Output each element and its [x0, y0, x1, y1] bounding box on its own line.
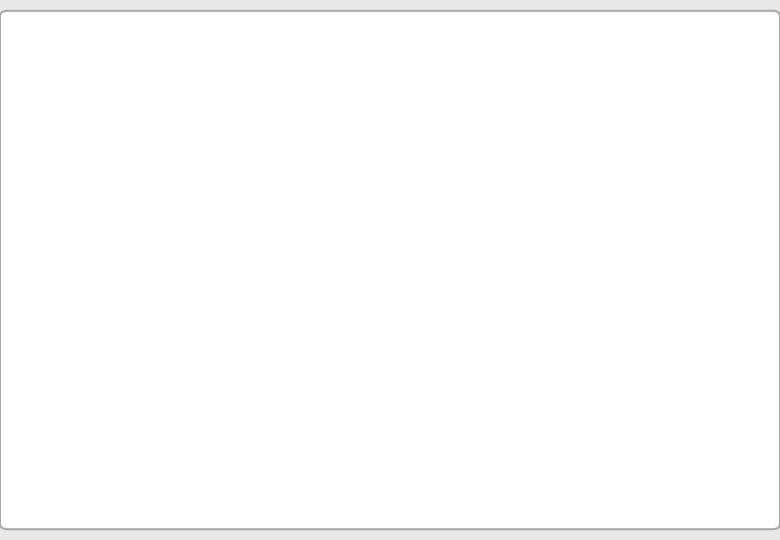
Text: 3).  If the we take 10 ml of the solution in 1) and add it into another 100 ml o: 3). If the we take 10 ml of the solution…	[39, 351, 780, 366]
Text: (H: (H	[66, 147, 85, 162]
Text: 4: 4	[324, 212, 331, 222]
Text: 2: 2	[170, 323, 178, 336]
Text: 1).  What is the molarity of a solution made by dissolving 2.355 g of sulphuric : 1). What is the molarity of a solution m…	[39, 125, 703, 140]
Text: number of moles in 2.335 g H: number of moles in 2.335 g H	[70, 209, 299, 224]
Text: 2: 2	[296, 212, 303, 222]
Text: SO: SO	[178, 320, 200, 335]
Text: SO: SO	[654, 209, 676, 224]
Text: 4: 4	[675, 212, 682, 222]
Text: 2: 2	[94, 150, 101, 160]
Text: resultant solution? Will the molarity of solution remain the same? Will the numb: resultant solution? Will the molarity of…	[66, 298, 746, 313]
Text: molarity=[(0.024mol/50ml)x10ml]/(10ml+100ml)=0.0436 M (or mol/L): molarity=[(0.024mol/50ml)x10ml]/(10ml+10…	[156, 404, 726, 419]
Text: SO: SO	[303, 209, 325, 224]
Text: Molarity Calculations: Molarity Calculations	[175, 62, 605, 96]
Text: 2).  If the above solution is added to another 50 ml water, what is the concentr: 2). If the above solution is added to an…	[39, 275, 768, 291]
Text: = 2x1.0(H)+1x32.1(S)+4x16.0(O)=98.1 gram/mol: = 2x1.0(H)+1x32.1(S)+4x16.0(O)=98.1 gram…	[232, 186, 622, 201]
Text: the concentration of resultant solution?: the concentration of resultant solution?	[66, 373, 384, 388]
Text: 4: 4	[203, 323, 211, 336]
Text: =2.335(g) x 1/98.1(g/mol)=0.024 mol of H: =2.335(g) x 1/98.1(g/mol)=0.024 mol of H	[330, 209, 661, 224]
Text: Examples: Examples	[39, 100, 126, 118]
Text: moles of H: moles of H	[66, 320, 152, 335]
Text: CH4751 Lecture Notes 8 (Erzeng Xue): CH4751 Lecture Notes 8 (Erzeng Xue)	[12, 12, 158, 21]
Text: Molarity = moles of solute/ Litres of solution=0.024 mol / 0.05 L=0.48 M.: Molarity = moles of solute/ Litres of so…	[70, 232, 629, 247]
Text: SO: SO	[204, 186, 226, 201]
Text: SO: SO	[101, 147, 123, 162]
Text: 2: 2	[197, 190, 204, 200]
Text: 4: 4	[125, 150, 132, 160]
Text: 4: 4	[226, 190, 233, 200]
Text: Matter - Quantities: Matter - Quantities	[39, 35, 189, 49]
Text: in the solution remains the same?: in the solution remains the same?	[209, 320, 488, 335]
Text: Molar mass of H: Molar mass of H	[70, 186, 193, 201]
Text: 11: 11	[735, 500, 753, 514]
Text: 2: 2	[647, 212, 654, 222]
Text: ) in water and diluting to a final volume of 50 ml?: ) in water and diluting to a final volum…	[130, 147, 529, 162]
